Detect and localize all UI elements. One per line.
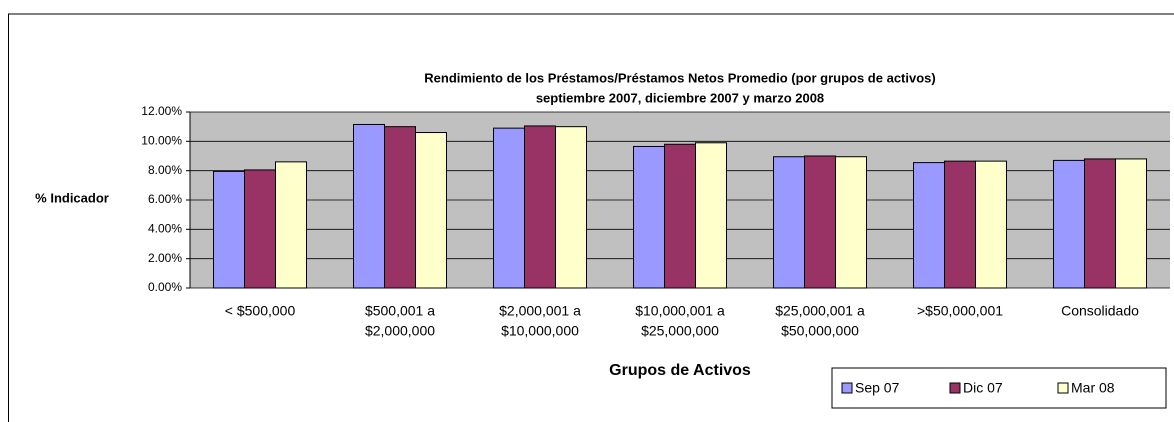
legend-swatch [841,382,853,394]
bar [633,145,665,289]
y-tick-label: 6.00% [148,192,182,206]
legend-box [831,367,1167,409]
x-tick-label: $10,000,000 [501,323,579,339]
bar [493,127,525,289]
bar [913,162,945,289]
x-tick-label: $25,000,001 a [775,303,865,319]
bar [275,161,307,289]
bar [213,170,245,289]
bar [975,160,1007,289]
x-tick-label: $25,000,000 [641,323,719,339]
bar [835,156,867,289]
bar [1084,158,1116,289]
bar [944,160,976,289]
bar [524,125,556,289]
x-tick-label: Consolidado [1061,303,1139,319]
legend-swatch [949,382,961,394]
legend-label: Sep 07 [855,380,900,396]
y-tick-label: 0.00% [148,280,182,294]
y-tick-label: 8.00% [148,163,182,177]
bar [804,155,836,289]
bar [384,126,416,289]
bar [244,169,276,289]
y-tick-label: 12.00% [141,104,182,118]
chart-subtitle: septiembre 2007, diciembre 2007 y marzo … [536,90,824,105]
x-tick-label: $10,000,001 a [635,303,725,319]
bar [695,142,727,289]
y-axis-title: % Indicador [35,190,109,205]
x-tick-label: $2,000,000 [365,323,435,339]
x-axis-title: Grupos de Activos [609,362,751,379]
x-tick-label: $50,000,000 [781,323,859,339]
legend-label: Mar 08 [1071,380,1115,396]
legend-swatch [1057,382,1069,394]
legend-label: Dic 07 [963,380,1003,396]
bar [415,132,447,289]
x-tick-label: < $500,000 [225,303,296,319]
y-tick-label: 10.00% [141,134,182,148]
y-tick-label: 4.00% [148,222,182,236]
bar [555,126,587,289]
chart-title: Rendimiento de los Préstamos/Préstamos N… [424,70,935,85]
bar [1053,159,1085,289]
x-tick-label: $2,000,001 a [499,303,581,319]
bar [353,123,385,289]
y-tick-label: 2.00% [148,251,182,265]
bar [773,156,805,289]
bar [664,143,696,289]
x-tick-label: $500,001 a [365,303,435,319]
bar [1115,158,1147,289]
x-tick-label: >$50,000,001 [917,303,1003,319]
